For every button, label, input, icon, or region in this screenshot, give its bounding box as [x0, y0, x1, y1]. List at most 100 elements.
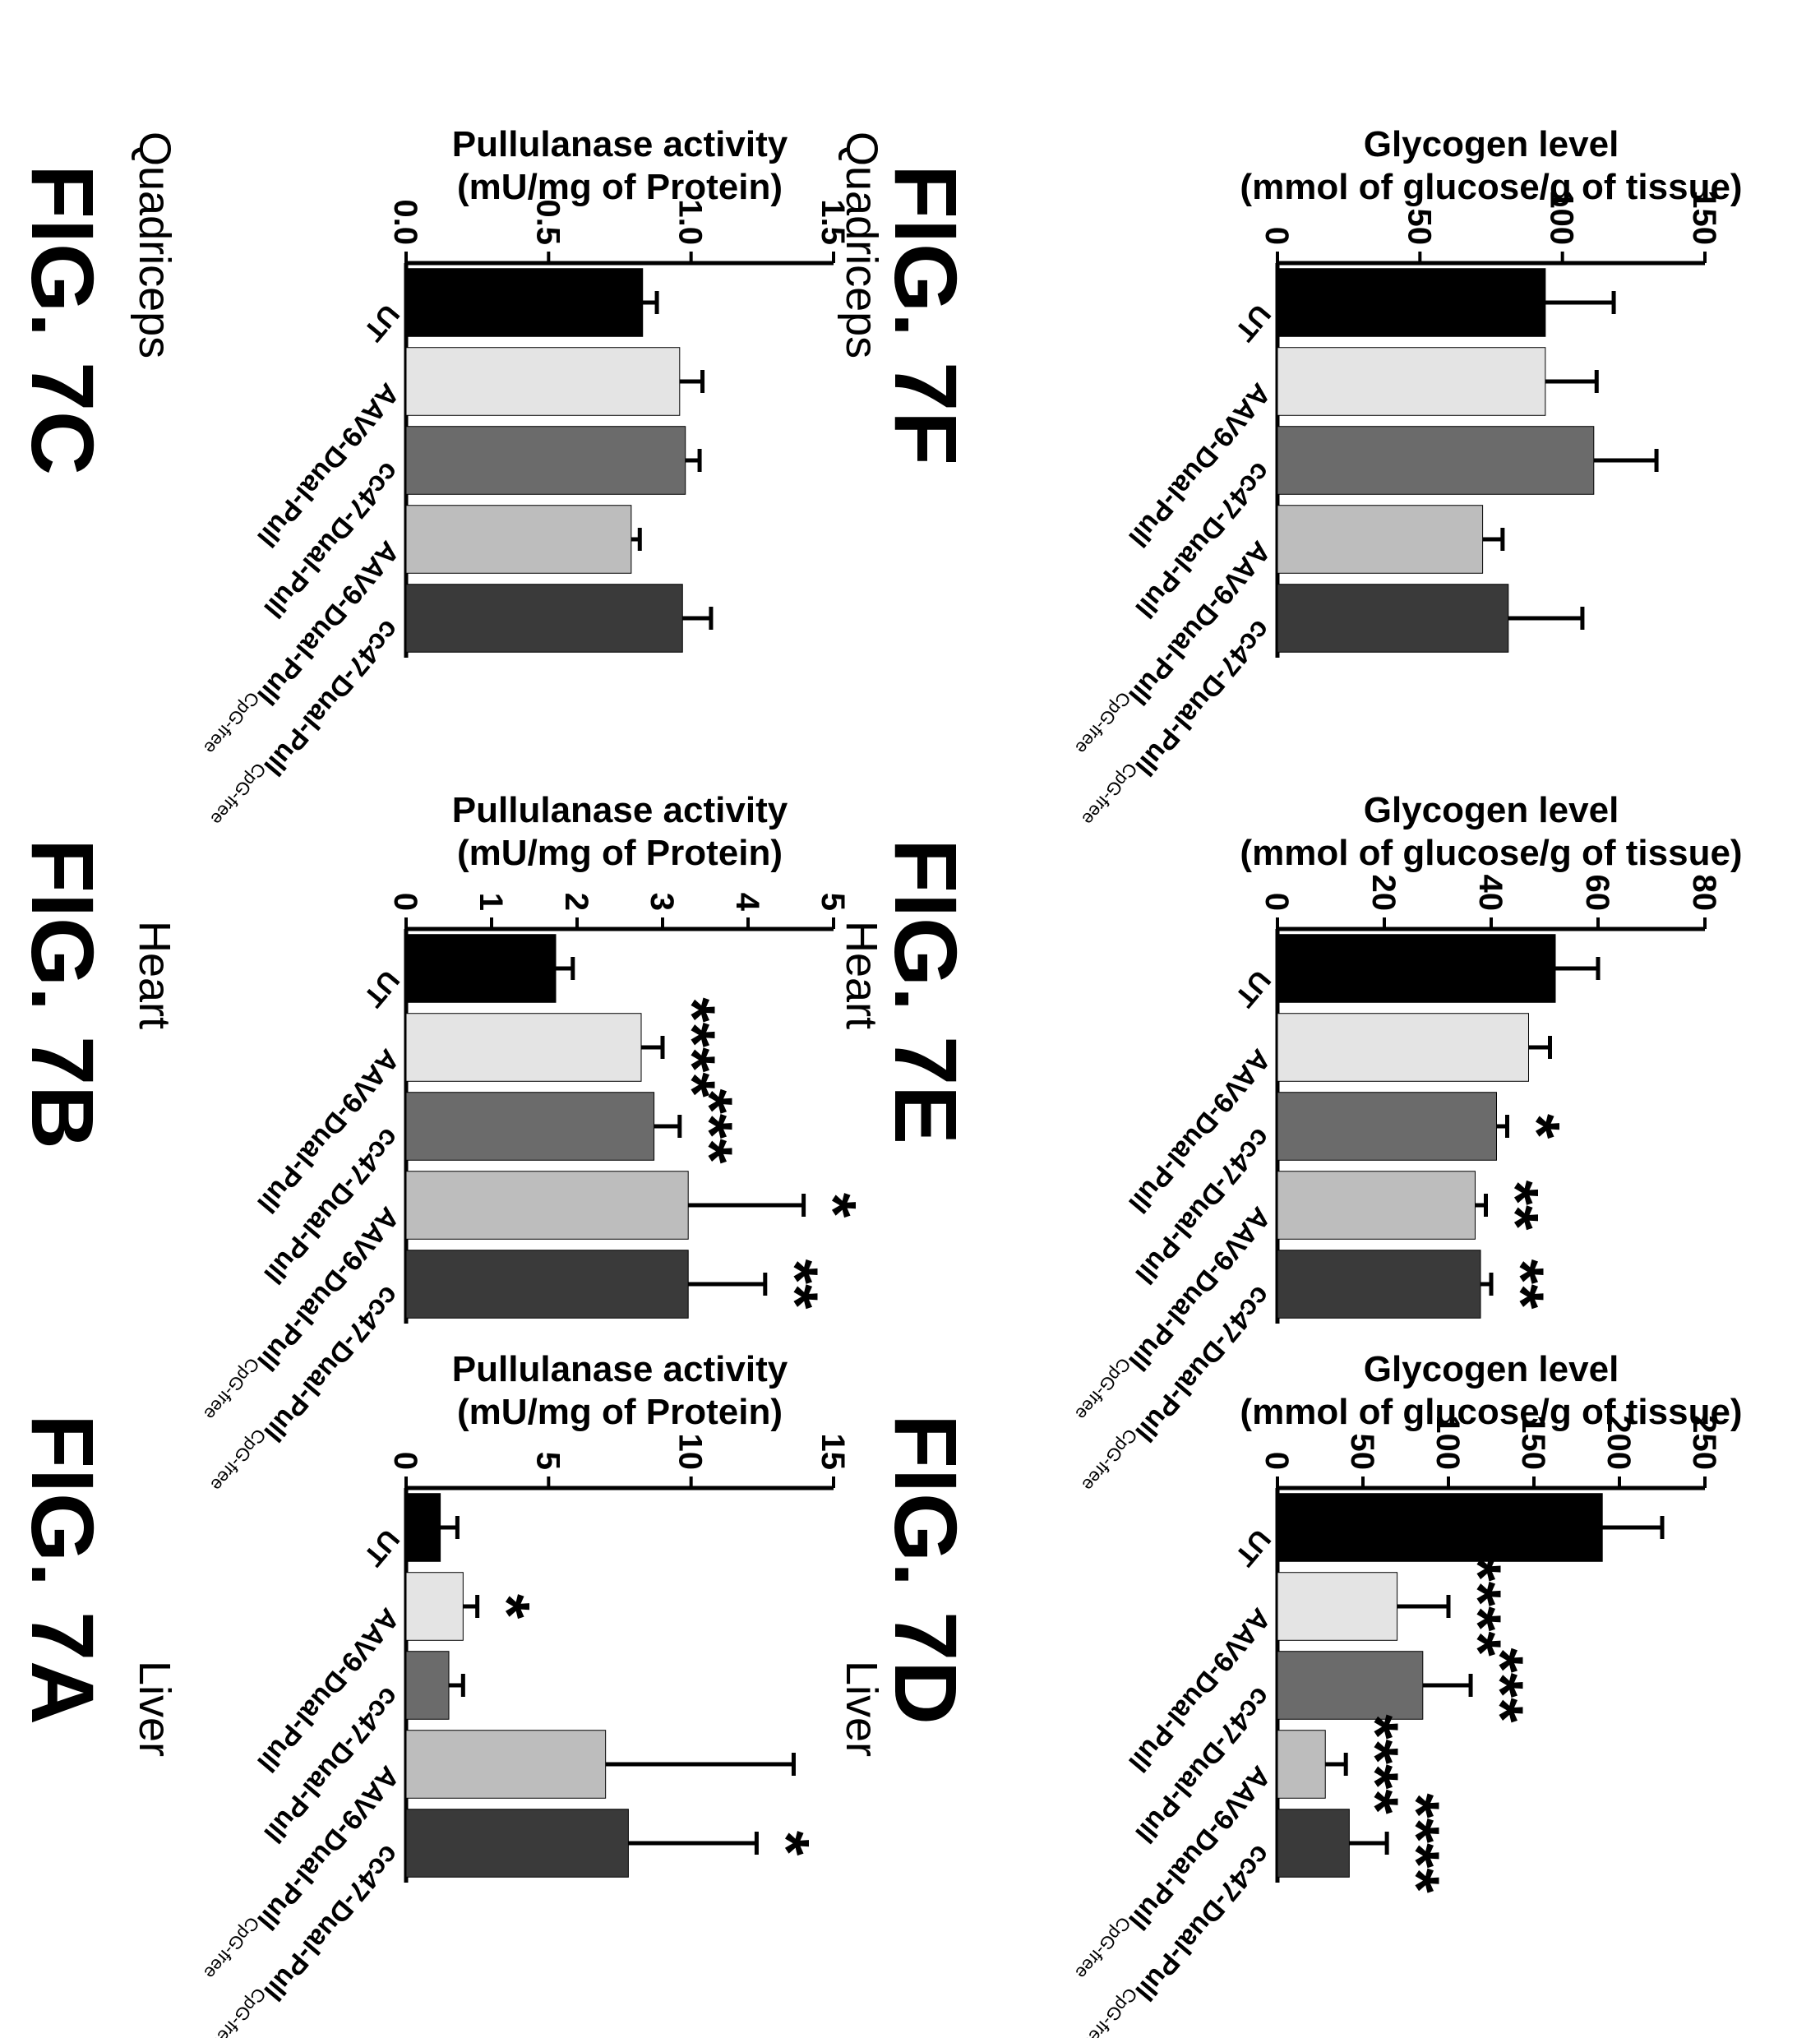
y-axis-label-line: Glycogen level — [1364, 1349, 1619, 1389]
bar — [1277, 347, 1546, 416]
significance-marker: ** — [1485, 1259, 1558, 1310]
category-label-sub: CpG-free — [200, 1913, 263, 1983]
chart-fig-7c: 0.0 0.5 1.0 1.5 Pullulanase activity (mU/mg o… — [143, 123, 866, 830]
bar — [405, 1013, 642, 1082]
y-tick-label: 10 — [672, 1434, 709, 1471]
y-tick-label: 250 — [1686, 1415, 1722, 1470]
significance-marker: *** — [674, 1088, 746, 1164]
category-label-sub: CpG-free — [1078, 1984, 1141, 2038]
significance-marker: **** — [657, 997, 729, 1098]
bar — [405, 268, 644, 337]
chart-fig-7f: 0 50 100 150 Glycogen level (mmol of glucose/… — [1014, 123, 1742, 830]
category-label: UT — [1229, 964, 1277, 1013]
y-tick-label: 150 — [1686, 190, 1722, 245]
y-tick-label: 0.5 — [529, 199, 566, 245]
y-tick-label: 5 — [815, 893, 851, 911]
y-axis-label-line: (mmol of glucose/g of tissue) — [1240, 167, 1742, 207]
bar — [1277, 934, 1556, 1003]
significance-marker: * — [798, 1193, 871, 1218]
y-tick-label: 1.5 — [815, 199, 851, 245]
y-tick-label: 50 — [1344, 1434, 1380, 1471]
fig-7c-title: FIG. 7C — [13, 164, 113, 476]
fig-7e-title: FIG. 7E — [876, 839, 976, 1145]
category-label-main: UT — [358, 298, 405, 347]
bar — [405, 1572, 464, 1641]
fig-7f-title: FIG. 7F — [876, 164, 976, 466]
bar — [405, 1493, 441, 1562]
bar — [405, 426, 686, 495]
bar — [1277, 268, 1546, 337]
significance-marker: ** — [1480, 1181, 1553, 1231]
y-tick-label: 2 — [558, 893, 594, 911]
y-axis-label-line: Glycogen level — [1364, 790, 1619, 830]
y-tick-label: 200 — [1601, 1415, 1637, 1470]
y-tick-label: 0 — [387, 893, 423, 911]
bar — [1277, 584, 1509, 653]
bar — [1277, 426, 1595, 495]
significance-marker: ** — [760, 1259, 832, 1310]
y-axis-label: Glycogen level (mmol of glucose/g of tiss… — [1240, 124, 1742, 207]
bar — [1277, 505, 1484, 574]
y-axis-label: Pullulanase activity (mU/mg of Protein) — [452, 124, 788, 207]
category-label-main: UT — [1229, 964, 1277, 1013]
chart-fig-7b: 0 1 2 3 4 5 Pullulanase activity (mU/mg of Prot… — [143, 789, 870, 1495]
fig-7a-title: FIG. 7A — [13, 1414, 113, 1726]
category-label: UT — [1229, 1523, 1277, 1572]
y-tick-label: 4 — [729, 893, 765, 912]
category-label: UT — [358, 298, 405, 347]
y-tick-label: 50 — [1401, 209, 1437, 246]
bar — [1277, 1651, 1424, 1720]
bar — [405, 584, 683, 653]
bar — [405, 1730, 607, 1799]
category-label-sub: CpG-free — [1071, 688, 1134, 758]
category-label: UT — [1229, 298, 1277, 347]
y-tick-label: 0 — [1259, 893, 1295, 911]
category-label-main: UT — [1229, 298, 1277, 347]
fig-7b-title: FIG. 7B — [13, 839, 113, 1150]
y-axis-label-line: Glycogen level — [1364, 124, 1619, 164]
category-label-sub: CpG-free — [200, 688, 263, 758]
y-tick-label: 80 — [1686, 875, 1722, 912]
y-tick-label: 150 — [1515, 1415, 1551, 1470]
y-tick-label: 0.0 — [387, 199, 423, 245]
chart-fig-7e: 0 20 40 60 80 Glycogen level (mmol of glucose/… — [1014, 789, 1742, 1495]
bar — [405, 1171, 689, 1240]
y-axis-label-line: (mmol of glucose/g of tissue) — [1240, 833, 1742, 873]
category-label-sub: CpG-free — [1071, 1913, 1134, 1983]
y-axis-label-line: (mmol of glucose/g of tissue) — [1240, 1392, 1742, 1432]
bar — [1277, 1493, 1603, 1562]
significance-marker: **** — [1381, 1793, 1453, 1893]
category-label: UT — [358, 1523, 405, 1572]
significance-marker: **** — [1443, 1556, 1515, 1657]
y-tick-label: 40 — [1472, 875, 1508, 912]
category-label-main: UT — [1229, 1523, 1277, 1572]
significance-marker: **** — [1340, 1714, 1412, 1814]
bar — [1277, 1013, 1529, 1082]
y-tick-label: 0 — [387, 1452, 423, 1470]
bar — [405, 1092, 655, 1161]
y-axis-label: Pullulanase activity (mU/mg of Protein) — [452, 790, 788, 873]
bar — [1277, 1092, 1497, 1161]
bar — [1277, 1809, 1350, 1878]
y-axis-label-line: Pullulanase activity — [452, 790, 788, 830]
bar — [405, 1809, 629, 1878]
bar — [405, 1250, 689, 1319]
y-tick-label: 1 — [473, 893, 509, 911]
y-tick-label: 100 — [1544, 190, 1580, 245]
bar — [1277, 1572, 1398, 1641]
y-tick-label: 0 — [1259, 1452, 1295, 1470]
category-label-sub: CpG-free — [206, 1984, 270, 2038]
y-axis-label: Glycogen level (mmol of glucose/g of tiss… — [1240, 1349, 1742, 1432]
y-axis-label: Pullulanase activity (mU/mg of Protein) — [452, 1349, 788, 1432]
bar — [1277, 1730, 1326, 1799]
category-label-main: UT — [358, 1523, 405, 1572]
y-tick-label: 60 — [1579, 875, 1615, 912]
bar — [405, 1651, 450, 1720]
